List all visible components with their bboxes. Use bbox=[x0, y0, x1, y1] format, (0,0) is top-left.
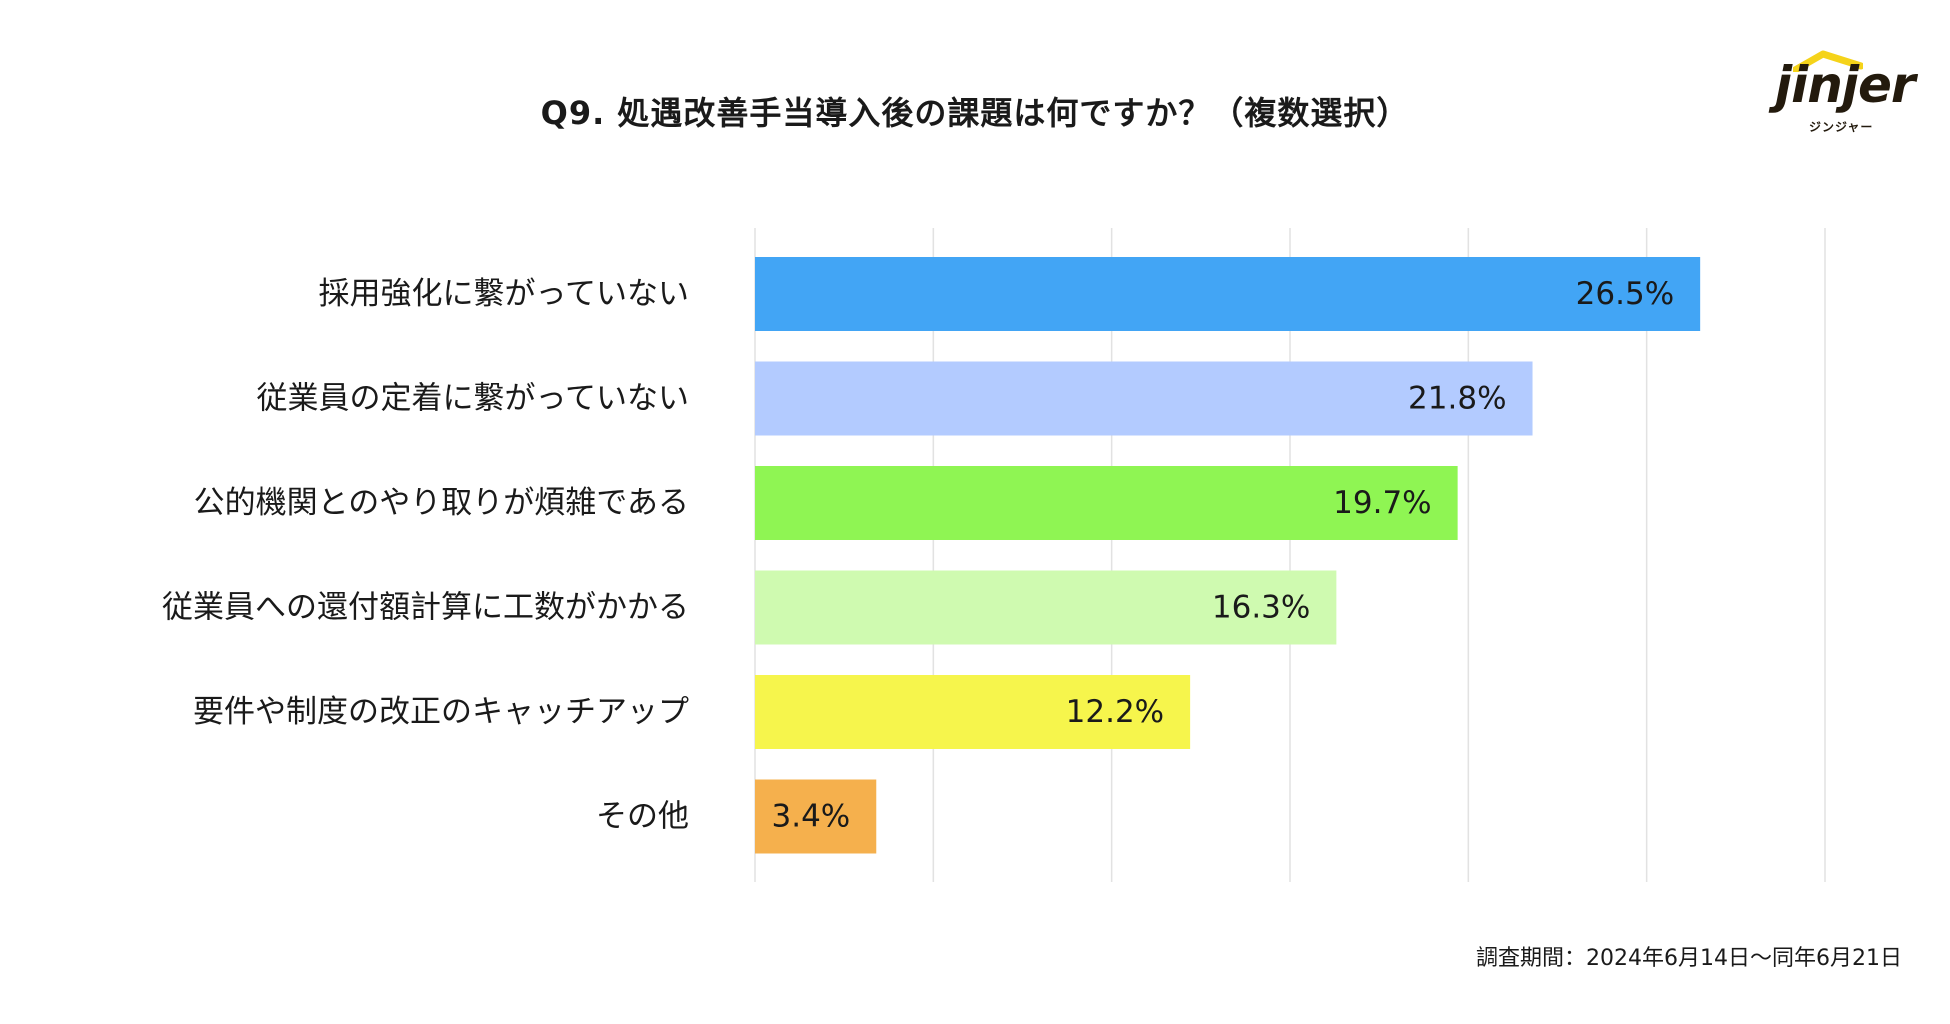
bar-1 bbox=[755, 257, 1701, 331]
logo-roof-line bbox=[1793, 50, 1863, 72]
bars bbox=[755, 257, 1701, 854]
gridlines bbox=[754, 228, 1826, 882]
bar-5 bbox=[755, 675, 1191, 749]
chart-title: Q9. 処遇改善手当導入後の課題は何ですか？（複数選択） bbox=[540, 94, 1410, 132]
bar-4 bbox=[755, 570, 1337, 645]
data-label-3: 19.7% bbox=[1333, 485, 1431, 521]
data-labels: 26.5% 21.8% 19.7% 16.3% 12.2% 3.4% bbox=[772, 276, 1675, 835]
jinjer-logo: jinjer ジンジャー bbox=[1775, 50, 1916, 142]
category-labels: 採用強化に繋がっていない従業員の定着に繋がっていない公的機関とのやり取りが煩雑で… bbox=[162, 276, 689, 835]
survey-period-note: 調査期間：2024年6月14日〜同年6月21日 bbox=[1476, 946, 1902, 971]
data-label-1: 26.5% bbox=[1576, 276, 1674, 312]
category-label-3: 公的機関とのやり取りが煩雑である bbox=[194, 485, 689, 521]
data-label-2: 21.8% bbox=[1408, 381, 1506, 417]
bar-3 bbox=[755, 466, 1458, 540]
bar-6 bbox=[755, 779, 877, 854]
data-label-6: 3.4% bbox=[772, 799, 851, 835]
category-label-1: 採用強化に繋がっていない bbox=[319, 276, 689, 312]
category-label-2: 従業員の定着に繋がっていない bbox=[257, 381, 689, 417]
bar-2 bbox=[755, 361, 1533, 436]
category-label-5: 要件や制度の改正のキャッチアップ bbox=[193, 694, 689, 730]
logo-roof-icon bbox=[1793, 50, 1863, 72]
data-label-5: 12.2% bbox=[1066, 694, 1164, 730]
logo-wordmark: jinjer bbox=[1775, 56, 1916, 114]
data-label-4: 16.3% bbox=[1212, 590, 1310, 626]
category-label-4: 従業員への還付額計算に工数がかかる bbox=[162, 590, 689, 626]
logo-katakana: ジンジャー bbox=[1809, 120, 1874, 134]
category-label-6: その他 bbox=[596, 799, 689, 835]
